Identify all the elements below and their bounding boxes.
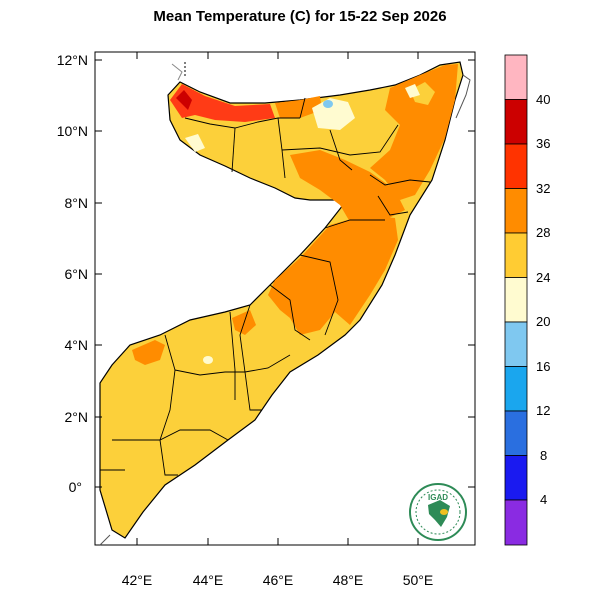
colorbar-label: 24 bbox=[536, 270, 550, 285]
colorbar bbox=[504, 54, 528, 546]
colorbar-swatch bbox=[504, 54, 528, 100]
colorbar-label: 28 bbox=[536, 225, 550, 240]
colorbar-label: 40 bbox=[536, 92, 550, 107]
lon-label: 48°E bbox=[333, 572, 364, 588]
lon-label: 46°E bbox=[263, 572, 294, 588]
temp-zone-darkred-nw bbox=[176, 90, 192, 110]
lat-label: 6°N bbox=[65, 266, 89, 282]
lat-label: 12°N bbox=[57, 52, 88, 68]
lat-axis bbox=[95, 59, 475, 488]
lon-label: 44°E bbox=[193, 572, 224, 588]
temp-zone-pale-north bbox=[312, 98, 355, 130]
colorbar-label: 4 bbox=[540, 492, 547, 507]
temp-zone-red-nw bbox=[170, 84, 275, 122]
colorbar-swatch bbox=[504, 321, 528, 367]
lat-label: 8°N bbox=[65, 195, 89, 211]
colorbar-label: 20 bbox=[536, 314, 550, 329]
coastline bbox=[99, 74, 471, 546]
map-title: Mean Temperature (C) for 15-22 Sep 2026 bbox=[153, 8, 447, 25]
lon-axis bbox=[136, 52, 419, 545]
colorbar-swatch bbox=[504, 455, 528, 501]
colorbar-label: 16 bbox=[536, 359, 550, 374]
colorbar-swatch bbox=[504, 277, 528, 323]
colorbar-swatch bbox=[504, 410, 528, 456]
igad-logo: IGAD bbox=[409, 483, 467, 541]
colorbar-swatch bbox=[504, 143, 528, 189]
africa-map-icon bbox=[428, 500, 450, 527]
lat-label: 10°N bbox=[57, 123, 88, 139]
colorbar-swatch bbox=[504, 99, 528, 145]
colorbar-swatch bbox=[504, 232, 528, 278]
logo-text: IGAD bbox=[428, 493, 448, 502]
djibouti-border bbox=[171, 63, 183, 81]
lon-label: 50°E bbox=[403, 572, 434, 588]
temp-zone-orange-central bbox=[290, 150, 405, 222]
admin-boundaries bbox=[100, 97, 431, 476]
temp-zone-orange-ne bbox=[370, 64, 458, 200]
colorbar-label: 36 bbox=[536, 136, 550, 151]
colorbar-swatch bbox=[504, 366, 528, 412]
temp-zone-orange-north bbox=[275, 96, 322, 118]
temp-zone-pale-ne bbox=[405, 84, 420, 98]
temp-zone-pale-south bbox=[203, 356, 213, 364]
temp-zone-pale-west bbox=[185, 134, 205, 152]
lat-label: 2°N bbox=[65, 409, 89, 425]
temp-zone-orange-sw bbox=[132, 340, 165, 365]
colorbar-label: 32 bbox=[536, 181, 550, 196]
temp-zone-blue-north bbox=[323, 100, 333, 108]
lat-label: 0° bbox=[69, 479, 82, 495]
lat-label: 4°N bbox=[65, 337, 89, 353]
colorbar-label: 8 bbox=[540, 448, 547, 463]
colorbar-swatch bbox=[504, 499, 528, 546]
colorbar-label: 12 bbox=[536, 403, 550, 418]
lon-label: 42°E bbox=[122, 572, 153, 588]
colorbar-swatch bbox=[504, 188, 528, 234]
